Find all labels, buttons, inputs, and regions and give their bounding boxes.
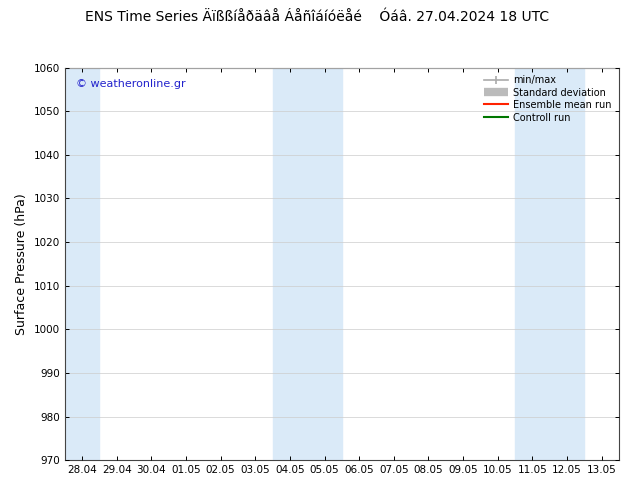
Text: © weatheronline.gr: © weatheronline.gr bbox=[75, 79, 185, 89]
Bar bbox=[273, 68, 342, 460]
Text: ENS Time Series Äïßßíåðäâå Áåñîáíóëåé    Óáâ. 27.04.2024 18 UTC: ENS Time Series Äïßßíåðäâå Áåñîáíóëåé Óá… bbox=[85, 10, 549, 24]
Legend: min/max, Standard deviation, Ensemble mean run, Controll run: min/max, Standard deviation, Ensemble me… bbox=[481, 73, 614, 125]
Bar bbox=[65, 68, 100, 460]
Bar bbox=[515, 68, 585, 460]
Y-axis label: Surface Pressure (hPa): Surface Pressure (hPa) bbox=[15, 193, 28, 335]
